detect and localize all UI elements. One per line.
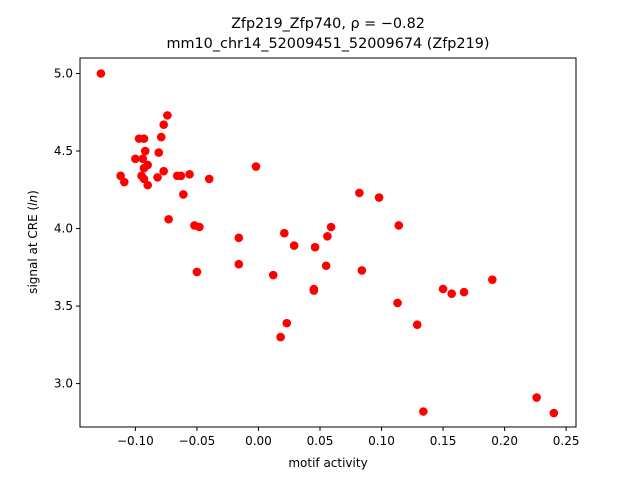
data-point-35: [323, 232, 332, 241]
data-point-21: [185, 169, 194, 179]
data-point-33: [289, 241, 299, 250]
data-point-3: [163, 111, 172, 120]
data-point-6: [140, 146, 150, 156]
data-point-13: [116, 171, 125, 181]
y-tick-label-1: 3.5: [54, 299, 73, 313]
data-point-34: [310, 242, 320, 252]
data-point-16: [139, 174, 149, 184]
y-axis-label: signal at CRE (ln): [26, 190, 40, 294]
x-tick-label-0: −0.10: [117, 434, 154, 448]
data-point-41: [276, 332, 285, 342]
data-point-45: [394, 221, 404, 230]
data-point-30: [192, 267, 202, 277]
data-point-44: [357, 266, 367, 275]
x-tick-label-6: 0.20: [491, 434, 518, 448]
data-point-40: [282, 318, 292, 328]
chart-title-line-1: Zfp219_Zfp740, ρ = −0.82: [231, 16, 425, 32]
plot-frame: [79, 57, 577, 428]
y-tick-label-0: 3.0: [54, 377, 73, 391]
data-point-46: [393, 298, 402, 308]
data-point-49: [438, 284, 448, 294]
data-point-50: [447, 289, 456, 298]
data-point-0: [96, 69, 106, 78]
x-tick-label-3: 0.05: [307, 434, 334, 448]
x-axis-label: motif activity: [288, 456, 367, 470]
data-point-27: [195, 222, 204, 232]
y-tick-label-2: 4.0: [54, 222, 73, 236]
data-point-14: [120, 177, 129, 187]
data-point-31: [268, 270, 278, 280]
x-tick-label-2: 0.00: [245, 434, 272, 448]
x-axis-ticks: −0.10 −0.05 0.00 0.05 0.10 0.15 0.20 0.25: [117, 427, 580, 448]
data-points: [96, 69, 559, 418]
y-tick-label-3: 4.5: [54, 144, 73, 158]
data-point-28: [234, 233, 244, 243]
data-point-29: [234, 259, 244, 269]
data-point-48: [419, 407, 428, 416]
data-point-24: [179, 190, 188, 199]
data-point-4: [159, 120, 168, 129]
data-point-37: [321, 261, 331, 271]
y-axis-ticks: 3.0 3.5 4.0 4.5 5.0: [54, 67, 80, 391]
x-tick-label-4: 0.10: [368, 434, 395, 448]
data-point-2: [139, 134, 149, 143]
data-point-51: [459, 287, 469, 297]
data-point-39: [309, 286, 319, 295]
data-point-23: [251, 162, 261, 171]
chart-title-line-2: mm10_chr14_52009451_52009674 (Zfp219): [166, 36, 489, 52]
x-tick-label-5: 0.15: [430, 434, 457, 448]
x-tick-label-1: −0.05: [179, 434, 216, 448]
data-point-8: [131, 154, 140, 164]
data-point-43: [374, 193, 384, 202]
data-point-12: [159, 166, 168, 176]
data-point-20: [176, 171, 186, 181]
data-point-42: [355, 188, 364, 198]
data-point-36: [326, 222, 336, 232]
data-point-7: [138, 154, 148, 164]
data-point-52: [488, 275, 497, 285]
data-point-22: [204, 174, 214, 184]
y-tick-label-4: 5.0: [54, 67, 73, 81]
x-tick-label-7: 0.25: [553, 434, 580, 448]
data-point-53: [532, 393, 541, 402]
data-point-32: [280, 228, 289, 238]
data-point-47: [412, 320, 422, 329]
data-point-17: [153, 173, 162, 182]
data-point-11: [139, 163, 149, 173]
data-point-18: [143, 180, 152, 190]
data-point-9: [154, 148, 164, 157]
data-point-5: [156, 132, 166, 142]
data-point-54: [549, 408, 559, 418]
data-point-25: [164, 214, 173, 224]
